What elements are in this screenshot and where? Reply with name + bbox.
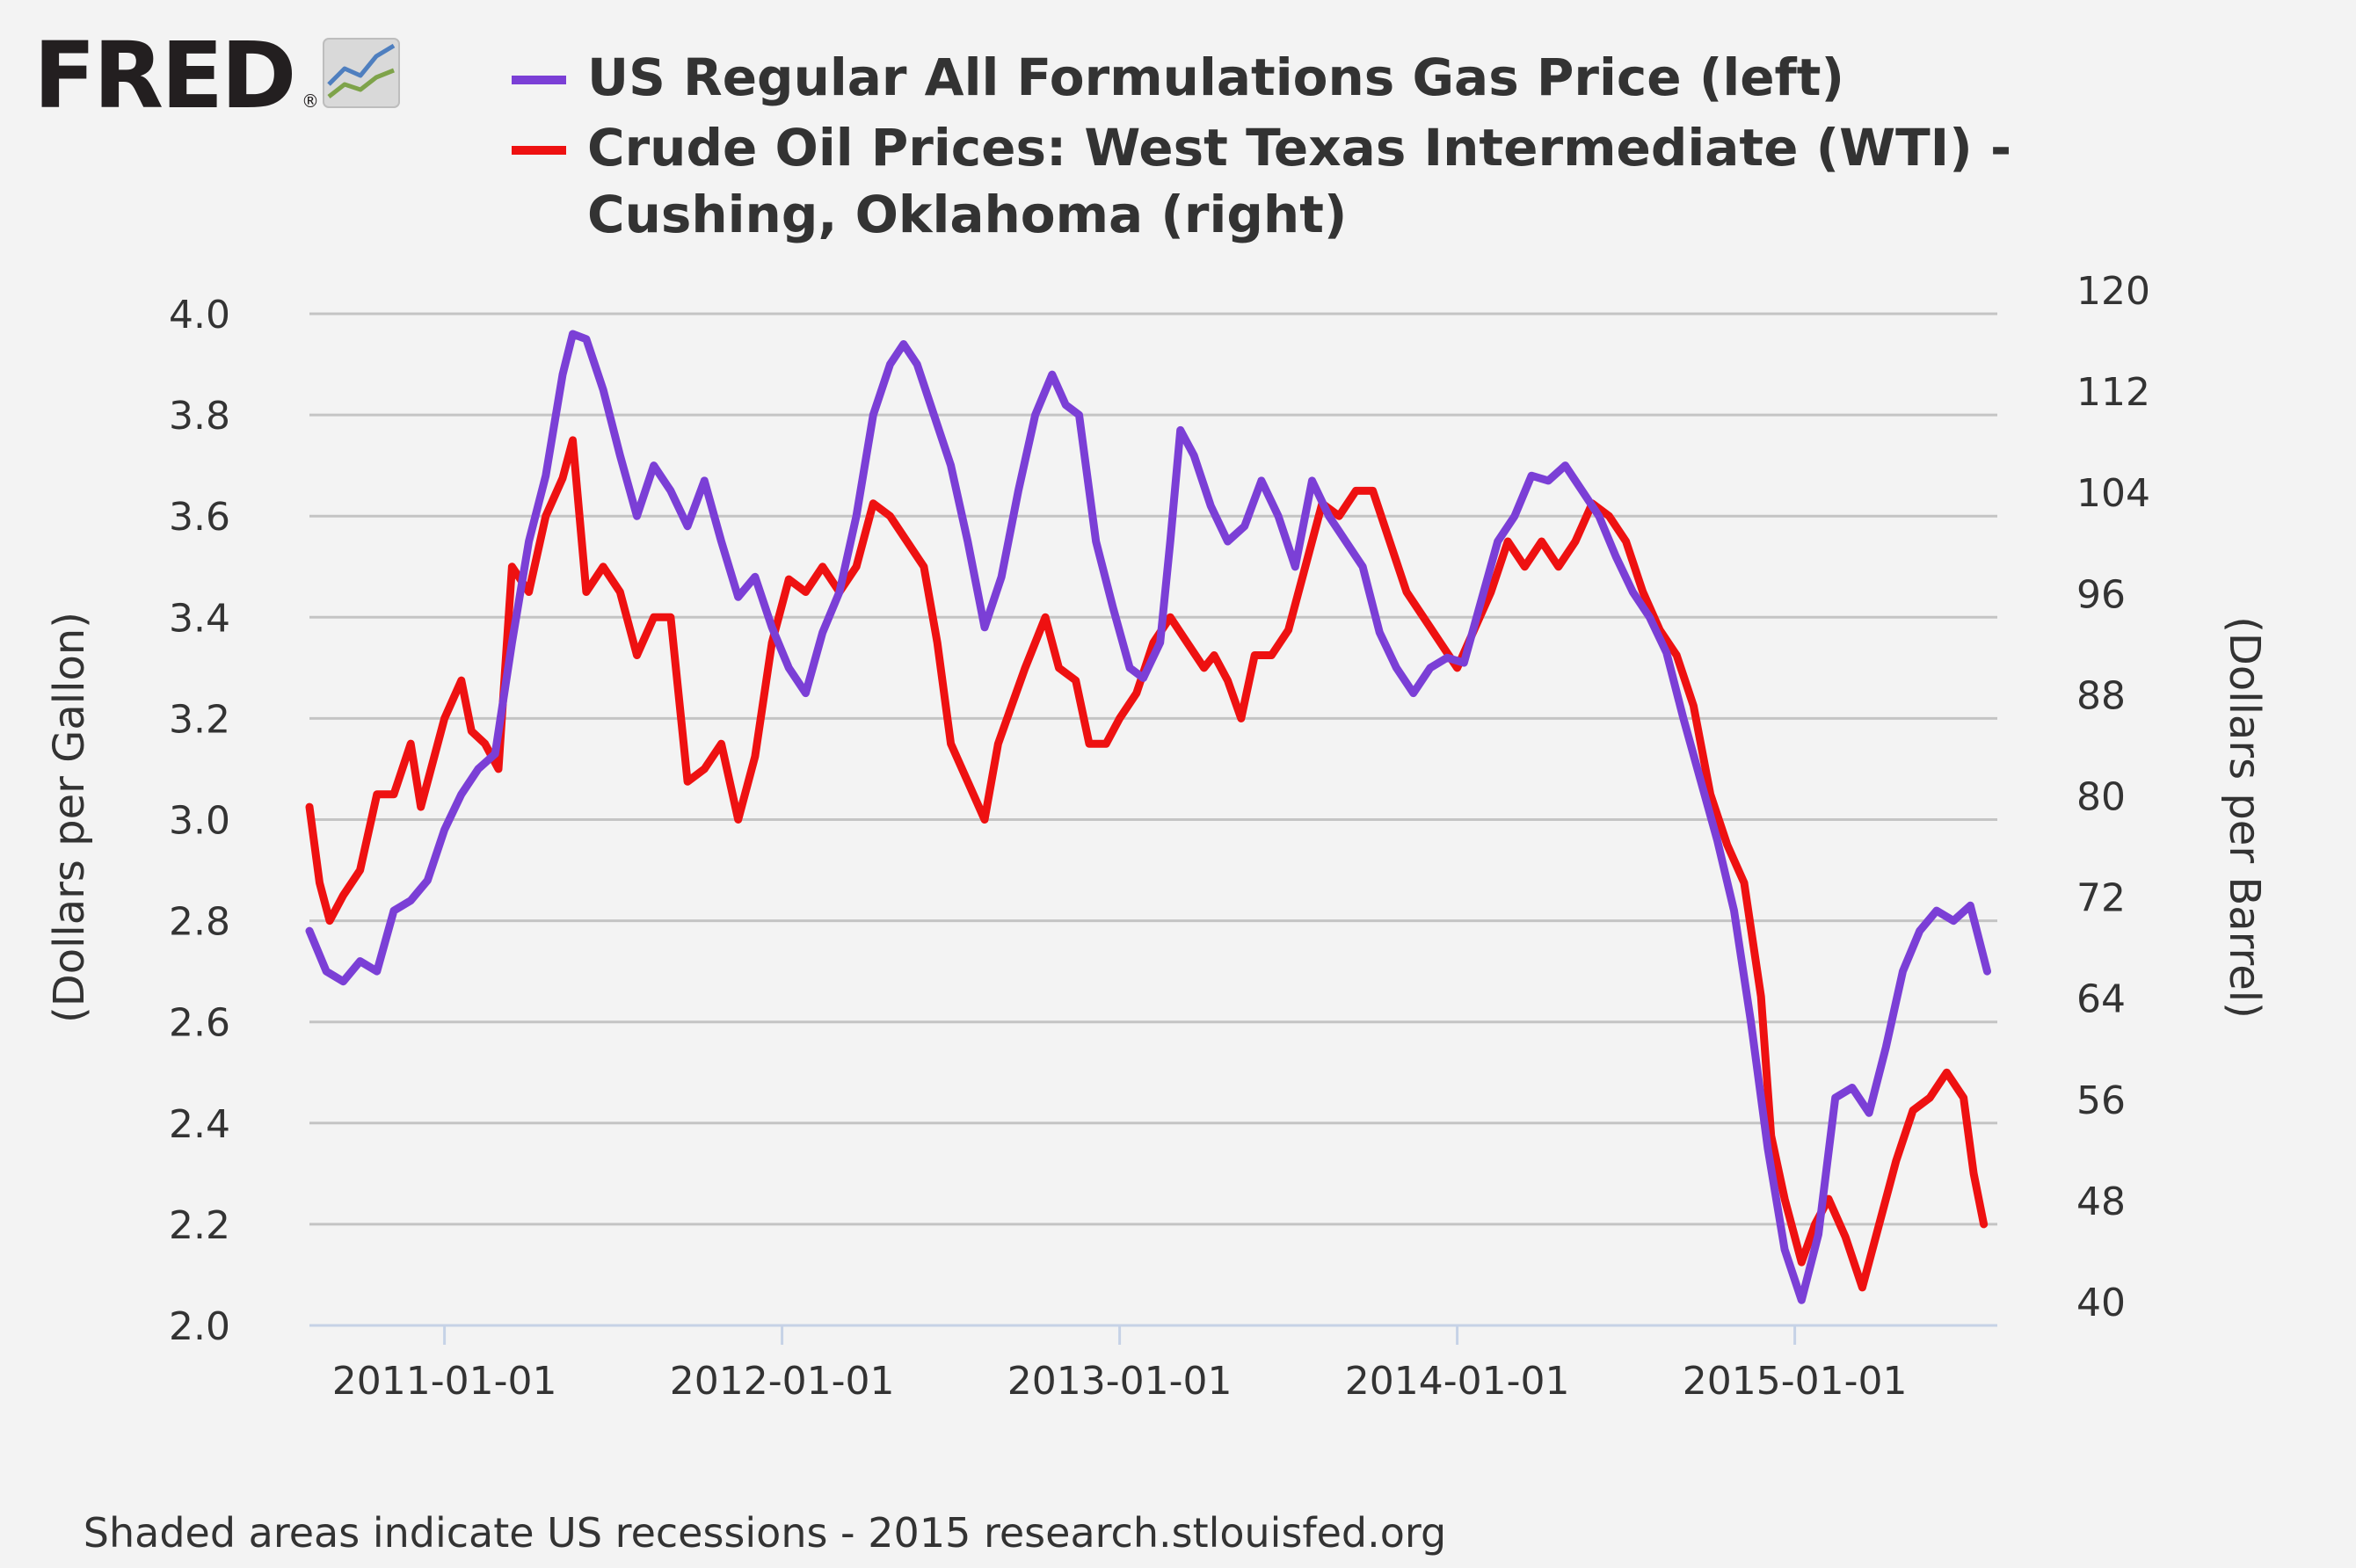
gas-price-series-line[interactable] — [305, 330, 1991, 1304]
y-left-tick-label: 3.6 — [169, 495, 230, 540]
legend-gas-label: US Regular All Formulations Gas Price (l… — [587, 47, 1844, 107]
registered-mark: ® — [302, 91, 319, 112]
y-right-tick-label: 112 — [2076, 370, 2150, 415]
y-left-tick-label: 3.2 — [169, 697, 230, 742]
y-right-tick-label: 120 — [2076, 269, 2150, 314]
x-tick-label: 2011-01-01 — [332, 1359, 557, 1404]
y-left-tick-label: 4.0 — [169, 293, 230, 338]
wti-oil-price-series-line[interactable] — [305, 436, 1989, 1292]
legend-oil-label-line2: Cushing, Oklahoma (right) — [587, 185, 1347, 244]
y-left-tick-label: 2.0 — [169, 1304, 230, 1349]
y-left-tick-label: 2.2 — [169, 1203, 230, 1248]
x-tick-label: 2013-01-01 — [1007, 1359, 1233, 1404]
y-right-tick-label: 80 — [2076, 775, 2126, 820]
gridlines — [309, 312, 1997, 1226]
x-tick-label: 2014-01-01 — [1345, 1359, 1570, 1404]
y-right-tick-label: 48 — [2076, 1180, 2126, 1224]
footer-note: Shaded areas indicate US recessions - 20… — [84, 1509, 1446, 1557]
y-right-tick-label: 64 — [2076, 977, 2126, 1022]
y-right-tick-label: 104 — [2076, 471, 2150, 516]
y-left-tick-label: 2.8 — [169, 900, 230, 945]
y-right-tick-label: 88 — [2076, 673, 2126, 718]
y-right-tick-label: 40 — [2076, 1281, 2126, 1325]
fred-logo[interactable]: FRED ® — [33, 22, 400, 129]
y-axis-right-title: (Dollars per Barrel) — [2220, 616, 2269, 1019]
x-tick-label: 2012-01-01 — [670, 1359, 895, 1404]
y-left-tick-label: 2.6 — [169, 1001, 230, 1046]
series-lines — [305, 330, 1991, 1304]
fred-logo-text: FRED — [33, 22, 294, 129]
y-axis-right: 40 48 56 64 72 80 88 96 104 112 120 — [2076, 269, 2150, 1325]
fred-chart-icon — [323, 38, 400, 108]
y-right-tick-label: 72 — [2076, 876, 2126, 921]
y-left-tick-label: 3.4 — [169, 596, 230, 641]
x-tick-label: 2015-01-01 — [1683, 1359, 1908, 1404]
y-left-tick-label: 3.0 — [169, 799, 230, 844]
y-axis-left: 2.0 2.2 2.4 2.6 2.8 3.0 3.2 3.4 3.6 3.8 4.0 — [169, 293, 230, 1349]
y-left-tick-label: 2.4 — [169, 1102, 230, 1147]
y-right-tick-label: 96 — [2076, 572, 2126, 617]
x-axis: 2011-01-01 2012-01-01 2013-01-01 2014-01-01… — [309, 1324, 1997, 1404]
y-axis-left-title: (Dollars per Gallon) — [45, 612, 94, 1023]
y-left-tick-label: 3.8 — [169, 394, 230, 439]
legend-oil-label-line1: Crude Oil Prices: West Texas Intermediat… — [587, 118, 2011, 178]
y-right-tick-label: 56 — [2076, 1078, 2126, 1123]
legend: US Regular All Formulations Gas Price (l… — [512, 47, 2011, 244]
